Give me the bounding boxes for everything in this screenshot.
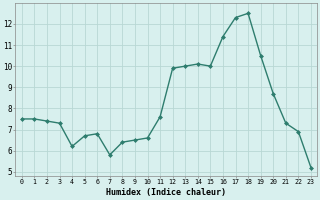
X-axis label: Humidex (Indice chaleur): Humidex (Indice chaleur) — [106, 188, 226, 197]
